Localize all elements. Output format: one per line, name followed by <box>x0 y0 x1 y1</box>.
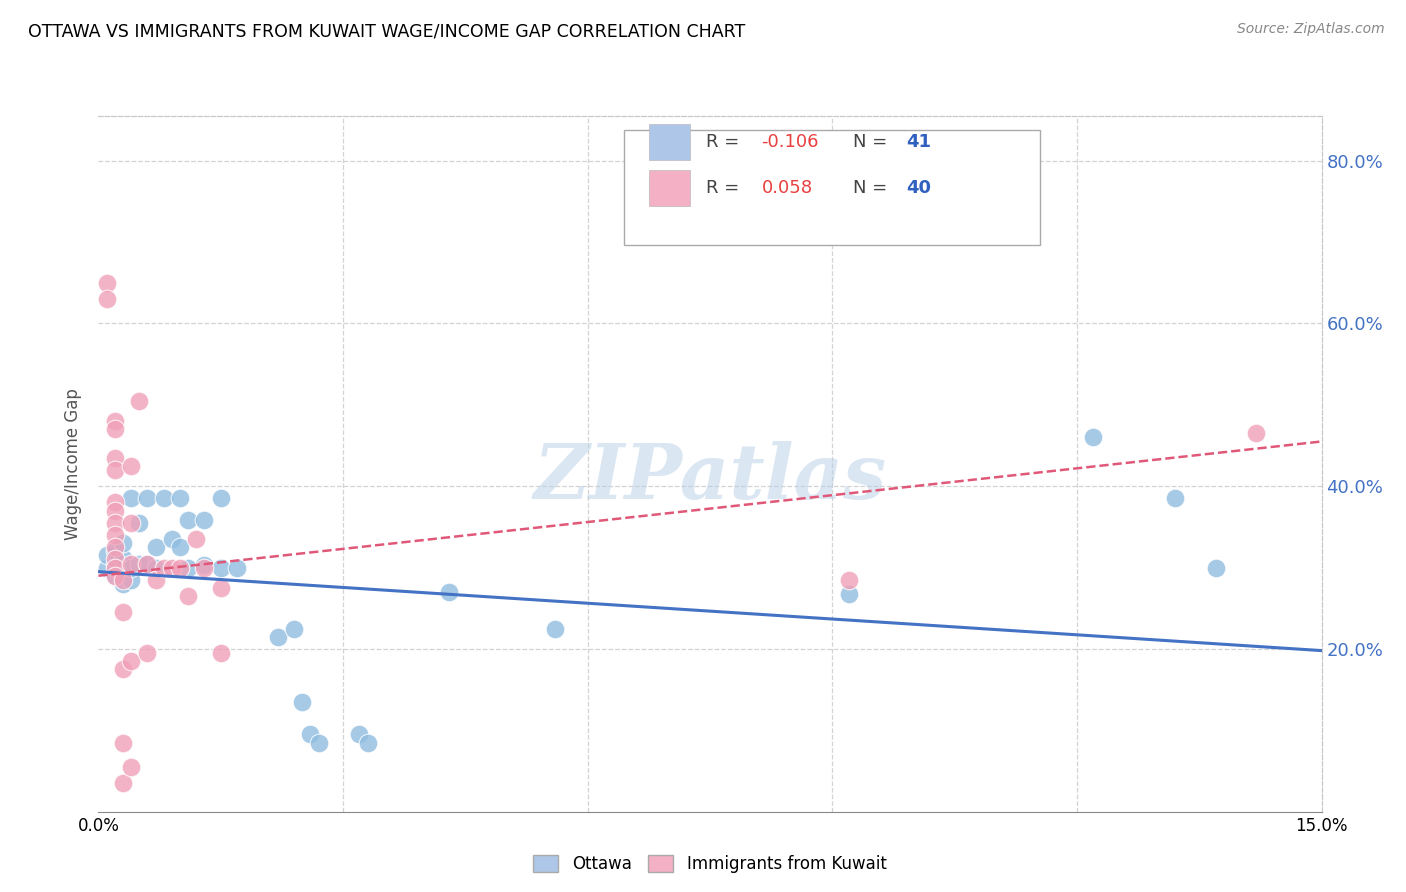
Point <box>96 560 118 574</box>
Point <box>104 528 127 542</box>
Text: R =: R = <box>706 134 745 152</box>
Point <box>299 727 322 741</box>
Point <box>104 495 127 509</box>
Point <box>145 573 167 587</box>
Point <box>111 565 134 579</box>
Point <box>111 662 134 676</box>
FancyBboxPatch shape <box>650 124 690 161</box>
Point <box>544 622 567 636</box>
Point <box>349 727 371 741</box>
Point <box>104 414 127 428</box>
Point <box>104 422 127 436</box>
Point <box>160 560 183 574</box>
Point <box>96 276 118 290</box>
Point <box>104 568 127 582</box>
Point <box>226 560 249 574</box>
Point <box>120 760 142 774</box>
Point <box>177 560 200 574</box>
Point <box>838 573 860 587</box>
Point <box>177 589 200 603</box>
Point <box>104 463 127 477</box>
Point <box>193 558 215 573</box>
Point <box>209 560 232 574</box>
Point <box>1205 560 1227 574</box>
Point <box>120 560 142 574</box>
Point <box>152 491 174 506</box>
Point <box>111 605 134 619</box>
Point <box>152 560 174 574</box>
Point <box>104 560 127 574</box>
Point <box>120 491 142 506</box>
Point <box>128 557 150 571</box>
Point <box>177 513 200 527</box>
Text: N =: N = <box>853 134 893 152</box>
Point <box>356 735 378 749</box>
Point <box>136 557 159 571</box>
Text: N =: N = <box>853 178 893 196</box>
Text: OTTAWA VS IMMIGRANTS FROM KUWAIT WAGE/INCOME GAP CORRELATION CHART: OTTAWA VS IMMIGRANTS FROM KUWAIT WAGE/IN… <box>28 22 745 40</box>
Point <box>193 560 215 574</box>
Text: 40: 40 <box>905 178 931 196</box>
Point <box>104 568 127 582</box>
Point <box>120 573 142 587</box>
Legend: Ottawa, Immigrants from Kuwait: Ottawa, Immigrants from Kuwait <box>527 848 893 880</box>
Point <box>437 585 460 599</box>
Point <box>104 450 127 465</box>
Point <box>111 577 134 591</box>
Point <box>136 491 159 506</box>
Point <box>169 560 191 574</box>
Point <box>169 541 191 555</box>
Point <box>111 735 134 749</box>
Point <box>128 516 150 530</box>
Point <box>111 536 134 550</box>
Point <box>186 532 208 546</box>
Point <box>145 541 167 555</box>
Point <box>104 541 127 555</box>
Point <box>1164 491 1187 506</box>
Text: ZIPatlas: ZIPatlas <box>533 441 887 515</box>
Text: -0.106: -0.106 <box>762 134 818 152</box>
Text: 41: 41 <box>905 134 931 152</box>
Point <box>209 646 232 660</box>
Point <box>1083 430 1105 444</box>
Point <box>104 503 127 517</box>
Text: 0.058: 0.058 <box>762 178 813 196</box>
Text: R =: R = <box>706 178 745 196</box>
Point <box>96 292 118 306</box>
FancyBboxPatch shape <box>650 169 690 206</box>
Point <box>136 557 159 571</box>
Point <box>160 532 183 546</box>
Point <box>104 516 127 530</box>
Point <box>1246 426 1268 441</box>
Point <box>291 695 314 709</box>
Point <box>209 581 232 595</box>
Point <box>308 735 330 749</box>
Point <box>111 776 134 790</box>
Point <box>128 393 150 408</box>
Point <box>111 573 134 587</box>
Point <box>120 458 142 473</box>
Point <box>136 646 159 660</box>
Point <box>120 516 142 530</box>
Point <box>267 630 290 644</box>
Point <box>96 549 118 563</box>
Point <box>104 552 127 566</box>
Y-axis label: Wage/Income Gap: Wage/Income Gap <box>65 388 83 540</box>
Point <box>104 557 127 571</box>
Point <box>169 491 191 506</box>
Point <box>145 560 167 574</box>
Point <box>120 654 142 668</box>
Point <box>193 513 215 527</box>
FancyBboxPatch shape <box>624 130 1040 244</box>
Point <box>283 622 305 636</box>
Point <box>838 587 860 601</box>
Point <box>209 491 232 506</box>
Point <box>120 557 142 571</box>
Point <box>111 550 134 565</box>
Text: Source: ZipAtlas.com: Source: ZipAtlas.com <box>1237 22 1385 37</box>
Point <box>104 544 127 558</box>
